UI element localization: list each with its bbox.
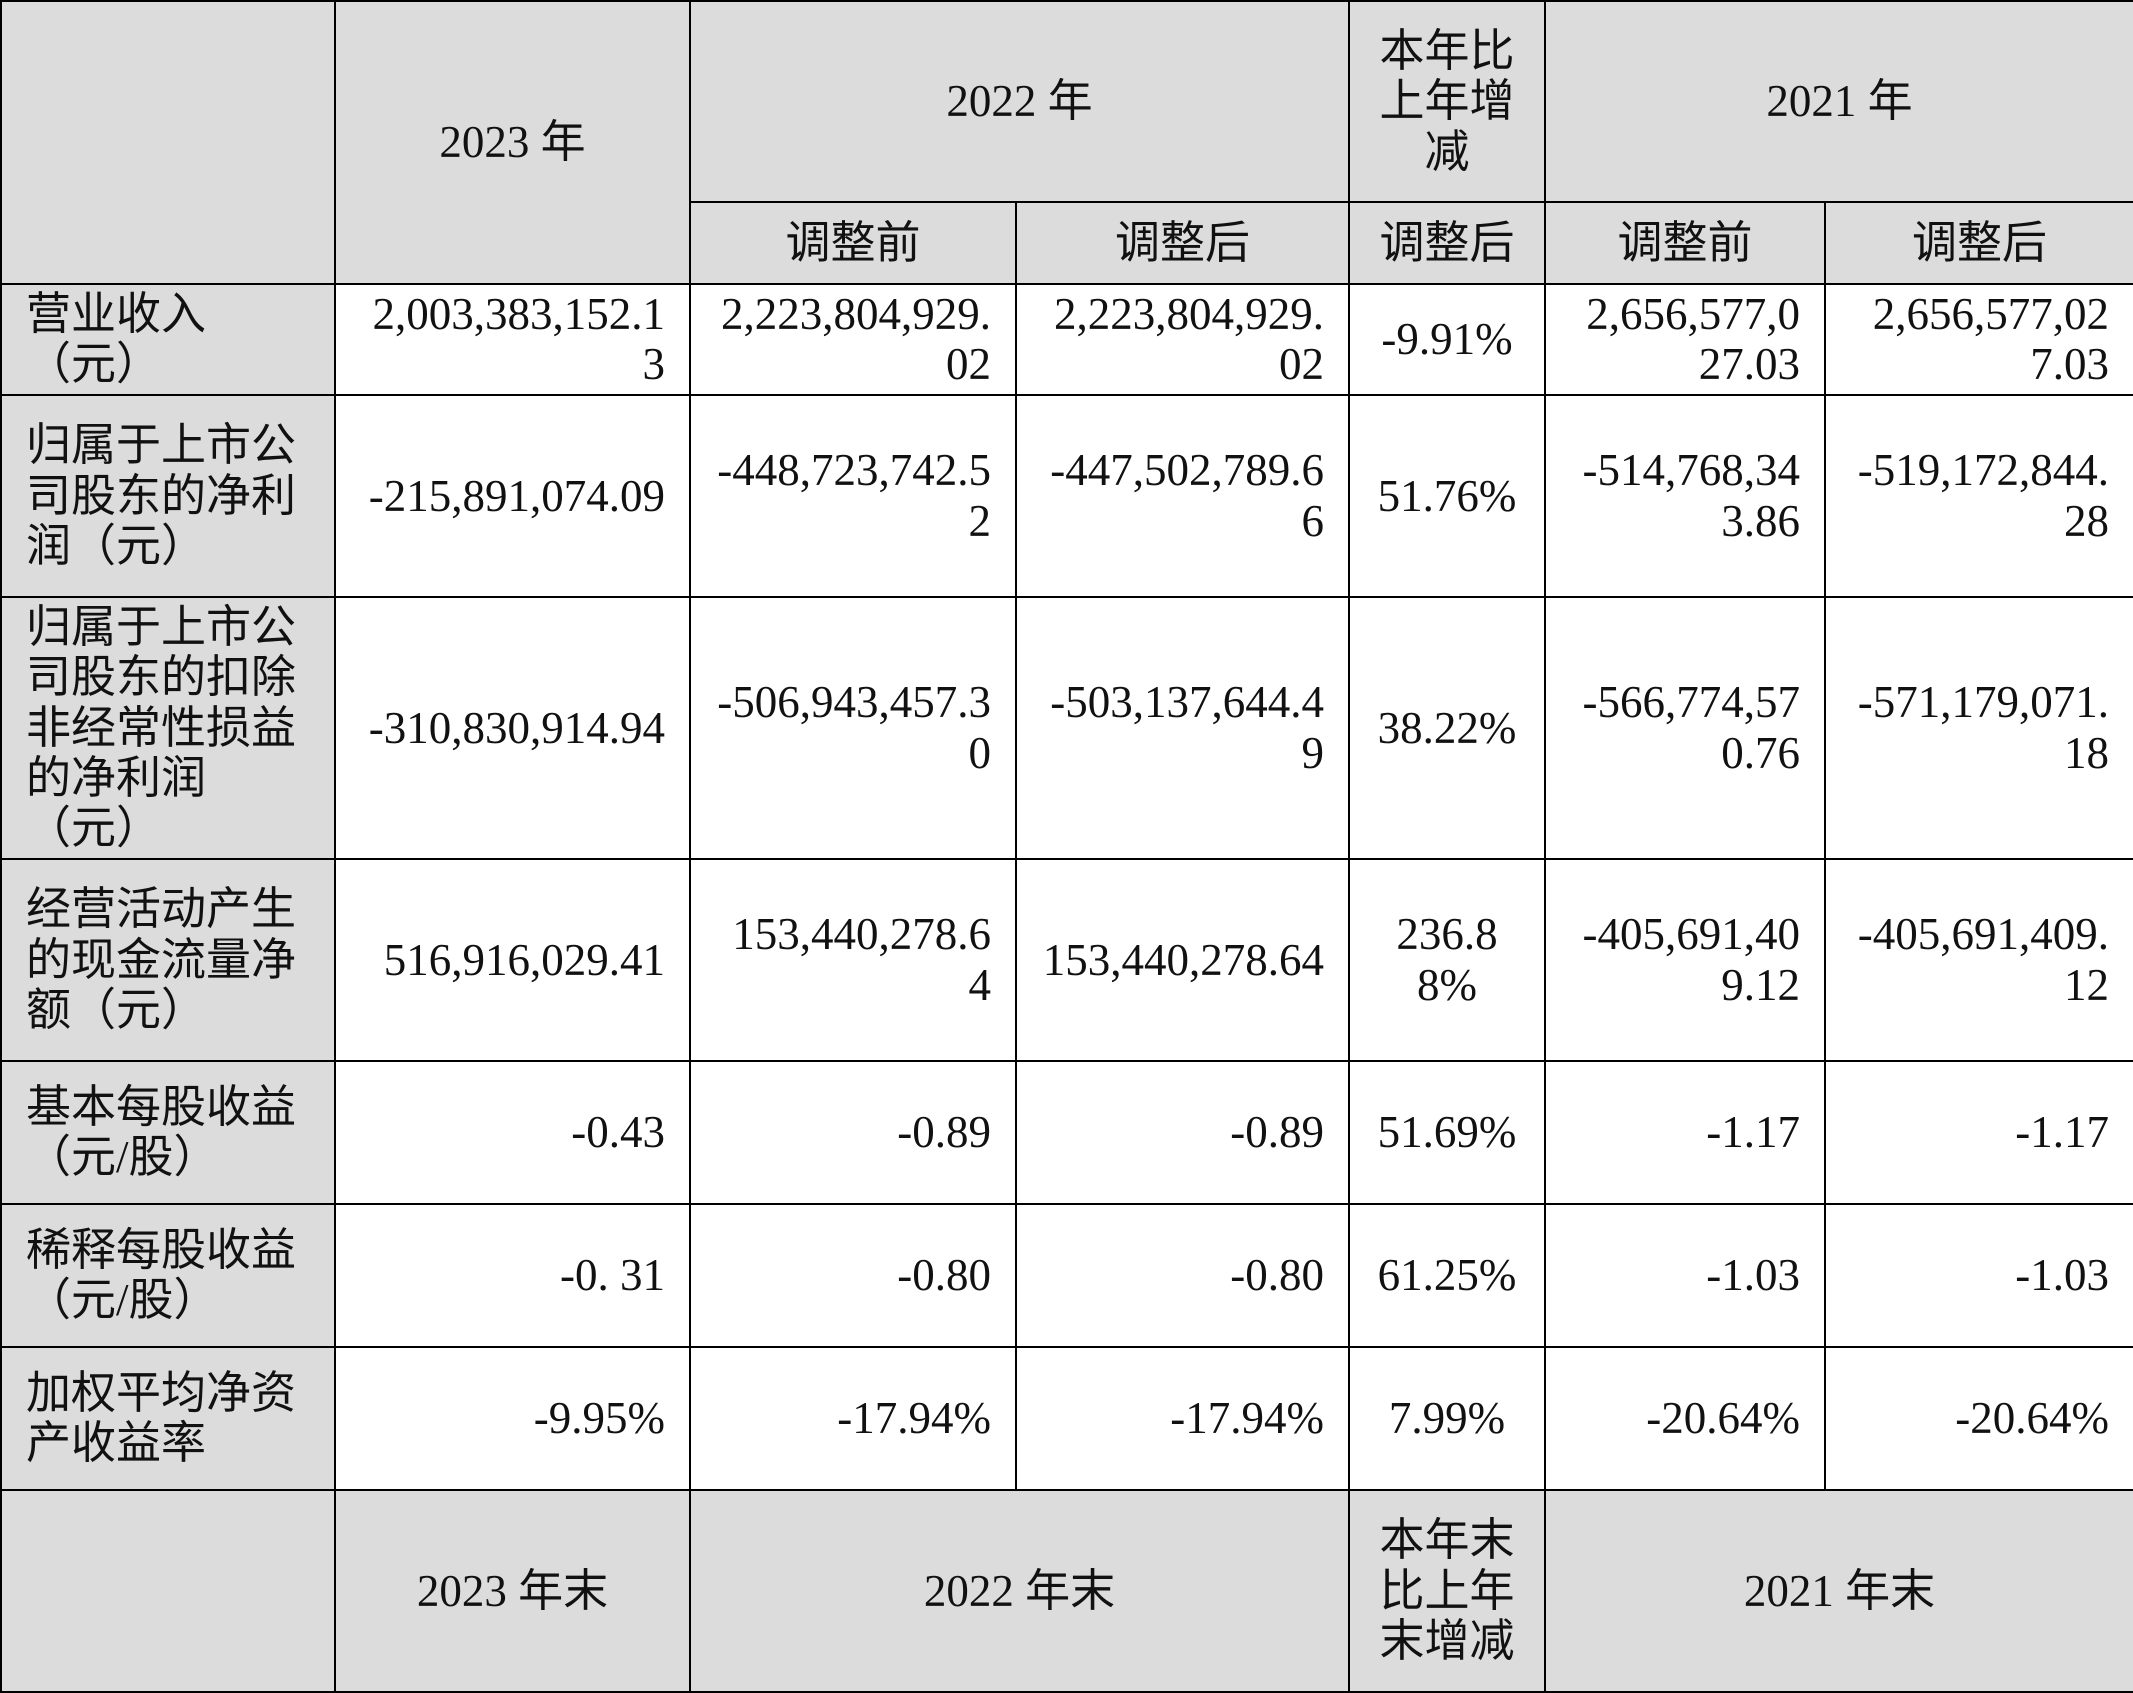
value-2022-after: -503,137,644.49 <box>1014 595 1351 860</box>
value-2021-after: -20.64% <box>1824 1345 2133 1491</box>
value-2021-before: -514,768,343.86 <box>1544 393 1827 598</box>
value-2023: -0.43 <box>334 1059 691 1205</box>
value-2022-after: -0.80 <box>1014 1202 1351 1348</box>
header-yoy-after: 调整后 <box>1348 201 1547 285</box>
value-2022-after: -0.89 <box>1014 1059 1351 1205</box>
value-2021-after: -571,179,071.18 <box>1824 595 2133 860</box>
row-label: 加权平均净资产收益率 <box>0 1345 336 1491</box>
header-2021: 2021 年 <box>1544 0 2133 203</box>
value-2022-before: -506,943,457.30 <box>689 595 1017 860</box>
header-row-years: 2023 年 2022 年 本年比上年增减 2021 年 <box>0 0 2133 285</box>
row-label: 稀释每股收益（元/股） <box>0 1202 336 1348</box>
value-2021-before: -20.64% <box>1544 1345 1827 1491</box>
header-2022: 2022 年 <box>688 0 1351 203</box>
header-yoy-change: 本年比上年增减 <box>1348 0 1547 203</box>
header-row-adjust: 调整前 调整后 调整后 调整前 调整后 <box>1 201 2133 285</box>
value-2023: 2,003,383,152.13 <box>334 283 691 396</box>
header-2022-after: 调整后 <box>1014 201 1351 285</box>
value-2022-before: -448,723,742.52 <box>689 393 1017 598</box>
header-2021-end: 2021 年末 <box>1544 1488 2133 1693</box>
value-2022-before: -0.80 <box>689 1202 1017 1348</box>
value-2023: 516,916,029.41 <box>334 857 691 1062</box>
footer-header-row: 2023 年末 2022 年末 本年末比上年末增减 2021 年末 <box>0 1488 2133 1693</box>
value-change: -9.91% <box>1348 283 1547 396</box>
value-change: 38.22% <box>1348 595 1547 860</box>
value-2022-after: -17.94% <box>1014 1345 1351 1491</box>
value-2022-before: 153,440,278.64 <box>689 857 1017 1062</box>
header-yoy-end-change: 本年末比上年末增减 <box>1348 1488 1547 1693</box>
value-2021-after: -1.03 <box>1824 1202 2133 1348</box>
value-2023: -215,891,074.09 <box>334 393 691 598</box>
value-2021-after: -1.17 <box>1824 1059 2133 1205</box>
table-row: 基本每股收益（元/股） -0.43 -0.89 -0.89 51.69% -1.… <box>0 1059 2133 1205</box>
value-change: 7.99% <box>1348 1345 1547 1491</box>
value-2022-before: -17.94% <box>689 1345 1017 1491</box>
table-row: 归属于上市公司股东的扣除非经常性损益的净利润（元） -310,830,914.9… <box>0 595 2133 860</box>
table-row: 营业收入（元） 2,003,383,152.13 2,223,804,929.0… <box>0 283 2133 396</box>
footer-corner-cell <box>0 1488 336 1693</box>
value-2023: -0. 31 <box>334 1202 691 1348</box>
value-2021-after: 2,656,577,027.03 <box>1824 283 2133 396</box>
value-2021-after: -519,172,844.28 <box>1824 393 2133 598</box>
header-corner-cell <box>0 0 336 285</box>
value-2023: -310,830,914.94 <box>334 595 691 860</box>
value-2021-before: -405,691,409.12 <box>1544 857 1827 1062</box>
row-label: 营业收入（元） <box>0 283 336 396</box>
value-2021-before: -566,774,570.76 <box>1544 595 1827 860</box>
value-change: 61.25% <box>1348 1202 1547 1348</box>
row-label: 经营活动产生的现金流量净额（元） <box>0 857 336 1062</box>
value-2023: -9.95% <box>334 1345 691 1491</box>
value-2021-after: -405,691,409.12 <box>1824 857 2133 1062</box>
row-label: 归属于上市公司股东的净利润（元） <box>0 393 336 598</box>
value-2022-after: 2,223,804,929.02 <box>1014 283 1351 396</box>
value-2022-after: -447,502,789.66 <box>1014 393 1351 598</box>
header-2023: 2023 年 <box>334 0 691 285</box>
header-2021-before: 调整前 <box>1544 201 1827 285</box>
value-2021-before: 2,656,577,027.03 <box>1544 283 1827 396</box>
table-row: 稀释每股收益（元/股） -0. 31 -0.80 -0.80 61.25% -1… <box>0 1202 2133 1348</box>
table-row: 经营活动产生的现金流量净额（元） 516,916,029.41 153,440,… <box>0 857 2133 1062</box>
header-2021-after: 调整后 <box>1824 201 2133 285</box>
value-2022-before: 2,223,804,929.02 <box>689 283 1017 396</box>
value-2021-before: -1.17 <box>1544 1059 1827 1205</box>
header-2023-end: 2023 年末 <box>334 1488 691 1693</box>
row-label: 归属于上市公司股东的扣除非经常性损益的净利润（元） <box>0 595 336 860</box>
table-row: 归属于上市公司股东的净利润（元） -215,891,074.09 -448,72… <box>0 393 2133 598</box>
value-2022-after: 153,440,278.64 <box>1014 857 1351 1062</box>
header-2022-before: 调整前 <box>689 201 1017 285</box>
value-change: 51.69% <box>1348 1059 1547 1205</box>
value-change: 51.76% <box>1348 393 1547 598</box>
table-row: 加权平均净资产收益率 -9.95% -17.94% -17.94% 7.99% … <box>0 1345 2133 1491</box>
header-2022-end: 2022 年末 <box>688 1488 1351 1693</box>
row-label: 基本每股收益（元/股） <box>0 1059 336 1205</box>
value-2021-before: -1.03 <box>1544 1202 1827 1348</box>
value-change: 236.88% <box>1348 857 1547 1062</box>
value-2022-before: -0.89 <box>689 1059 1017 1205</box>
